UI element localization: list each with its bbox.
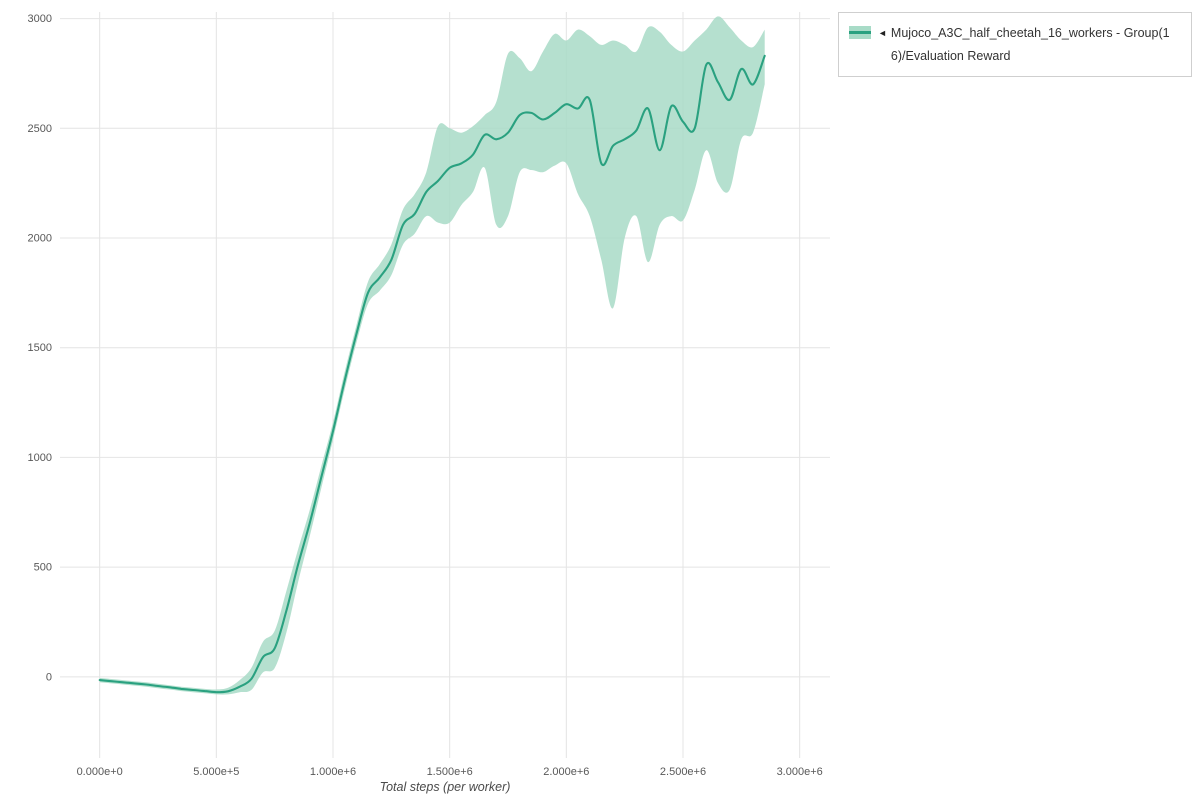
svg-text:3.000e+6: 3.000e+6: [777, 766, 823, 778]
series-line-sample: [849, 31, 871, 34]
svg-text:0.000e+0: 0.000e+0: [77, 766, 123, 778]
legend-item-evaluation-reward[interactable]: ◄ Mujoco_A3C_half_cheetah_16_workers - G…: [849, 22, 1181, 67]
svg-text:1.500e+6: 1.500e+6: [427, 766, 473, 778]
svg-text:1500: 1500: [28, 342, 52, 354]
legend-series-label: Mujoco_A3C_half_cheetah_16_workers - Gro…: [890, 26, 1170, 63]
x-axis-title: Total steps (per worker): [379, 780, 511, 794]
svg-text:1000: 1000: [28, 452, 52, 464]
svg-text:2.500e+6: 2.500e+6: [660, 766, 706, 778]
svg-text:2.000e+6: 2.000e+6: [543, 766, 589, 778]
svg-text:2000: 2000: [28, 232, 52, 244]
svg-text:1.000e+6: 1.000e+6: [310, 766, 356, 778]
svg-text:500: 500: [34, 562, 52, 574]
svg-text:2500: 2500: [28, 123, 52, 135]
legend-collapse-icon[interactable]: ◄: [878, 28, 887, 38]
svg-text:0: 0: [46, 671, 52, 683]
legend-box: ◄ Mujoco_A3C_half_cheetah_16_workers - G…: [838, 12, 1192, 77]
svg-text:3000: 3000: [28, 13, 52, 25]
svg-text:5.000e+5: 5.000e+5: [193, 766, 239, 778]
series-color-swatch: [849, 26, 871, 39]
